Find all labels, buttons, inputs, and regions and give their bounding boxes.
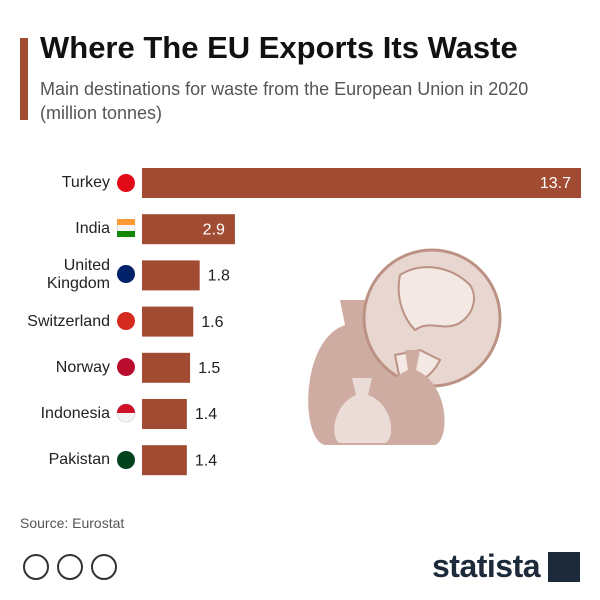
value-label: 13.7 — [540, 175, 571, 192]
source: Source: Eurostat — [20, 515, 125, 531]
logo: statista — [432, 548, 541, 584]
value-label: 1.4 — [195, 406, 217, 423]
chart-title: Where The EU Exports Its Waste — [40, 30, 518, 65]
value-label: 1.8 — [208, 268, 230, 285]
category-label: Norway — [55, 358, 110, 376]
bar — [142, 260, 200, 291]
logo-mark — [548, 552, 580, 582]
title-accent — [20, 38, 28, 120]
value-label: 1.6 — [201, 314, 223, 331]
category-label: Switzerland — [27, 312, 110, 330]
bar — [142, 214, 235, 245]
bar — [142, 399, 187, 429]
bar — [142, 352, 191, 383]
bar — [142, 306, 194, 337]
category-label: Pakistan — [48, 451, 110, 469]
category-label: India — [75, 220, 110, 238]
license-icons — [23, 554, 117, 580]
bar — [142, 168, 581, 198]
bar — [142, 445, 187, 476]
flags — [116, 174, 136, 469]
value-label: 1.4 — [195, 452, 217, 469]
chart-subtitle: Main destinations for waste from the Eur… — [40, 79, 529, 123]
category-label: Indonesia — [40, 405, 110, 422]
value-label: 2.9 — [203, 221, 225, 238]
illustration — [308, 248, 502, 445]
value-label: 1.5 — [198, 360, 220, 377]
category-label: United Kingdom — [46, 257, 110, 293]
category-label: Turkey — [61, 174, 110, 191]
